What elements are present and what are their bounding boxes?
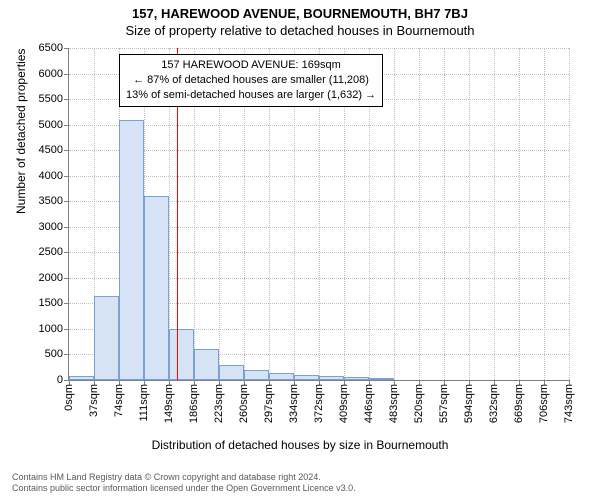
x-tick-label: 632sqm — [488, 384, 500, 423]
x-tick-label: 669sqm — [513, 384, 525, 423]
chart-title-sub: Size of property relative to detached ho… — [0, 21, 600, 38]
footer-line2: Contains public sector information licen… — [12, 483, 356, 494]
x-tick-label: 111sqm — [138, 384, 150, 422]
y-tick-mark — [64, 99, 69, 100]
y-tick-mark — [64, 176, 69, 177]
x-tick-label: 706sqm — [538, 384, 550, 423]
gridline-v — [469, 48, 470, 380]
x-axis-label: Distribution of detached houses by size … — [0, 438, 600, 452]
gridline-v — [419, 48, 420, 380]
y-tick-mark — [64, 125, 69, 126]
x-tick-label: 520sqm — [413, 384, 425, 423]
histogram-bar — [94, 296, 119, 380]
x-tick-label: 149sqm — [163, 384, 175, 423]
x-tick-label: 186sqm — [188, 384, 200, 423]
annotation-line2: ← 87% of detached houses are smaller (11… — [126, 73, 376, 88]
gridline-v — [494, 48, 495, 380]
gridline-v — [544, 48, 545, 380]
x-tick-label: 483sqm — [388, 384, 400, 423]
x-tick-label: 223sqm — [213, 384, 225, 423]
histogram-bar — [269, 373, 294, 380]
chart-container: 157, HAREWOOD AVENUE, BOURNEMOUTH, BH7 7… — [0, 0, 600, 500]
y-tick-mark — [64, 354, 69, 355]
y-tick-mark — [64, 201, 69, 202]
x-tick-label: 297sqm — [263, 384, 275, 423]
annotation-line3: 13% of semi-detached houses are larger (… — [126, 88, 376, 103]
x-tick-label: 260sqm — [238, 384, 250, 423]
gridline-v — [519, 48, 520, 380]
gridline-v — [444, 48, 445, 380]
histogram-bar — [119, 120, 144, 380]
x-tick-label: 37sqm — [88, 384, 100, 417]
x-tick-label: 334sqm — [288, 384, 300, 423]
gridline-v — [569, 48, 570, 380]
histogram-bar — [319, 376, 344, 380]
y-tick-mark — [64, 227, 69, 228]
annotation-box: 157 HAREWOOD AVENUE: 169sqm ← 87% of det… — [119, 54, 383, 107]
x-tick-label: 0sqm — [63, 384, 75, 411]
y-axis-label: Number of detached properties — [14, 49, 28, 214]
y-tick-mark — [64, 278, 69, 279]
y-tick-mark — [64, 329, 69, 330]
annotation-line1: 157 HAREWOOD AVENUE: 169sqm — [126, 58, 376, 73]
x-tick-label: 557sqm — [438, 384, 450, 423]
y-tick-mark — [64, 252, 69, 253]
x-tick-label: 74sqm — [113, 384, 125, 417]
x-tick-label: 594sqm — [463, 384, 475, 423]
y-tick-mark — [64, 48, 69, 49]
histogram-bar — [219, 365, 244, 380]
y-tick-mark — [64, 303, 69, 304]
histogram-bar — [344, 377, 369, 380]
footer-attribution: Contains HM Land Registry data © Crown c… — [12, 472, 356, 495]
histogram-bar — [294, 375, 319, 380]
x-tick-label: 409sqm — [338, 384, 350, 423]
histogram-bar — [169, 329, 194, 380]
histogram-bar — [194, 349, 219, 380]
footer-line1: Contains HM Land Registry data © Crown c… — [12, 472, 356, 483]
histogram-bar — [144, 196, 169, 380]
plot-area: 0500100015002000250030003500400045005000… — [68, 48, 569, 381]
histogram-bar — [69, 376, 94, 380]
x-tick-label: 446sqm — [363, 384, 375, 423]
histogram-bar — [369, 378, 394, 380]
x-tick-label: 372sqm — [313, 384, 325, 423]
x-tick-label: 743sqm — [563, 384, 575, 423]
histogram-bar — [244, 370, 269, 380]
gridline-v — [394, 48, 395, 380]
y-tick-mark — [64, 150, 69, 151]
y-tick-mark — [64, 74, 69, 75]
chart-title-main: 157, HAREWOOD AVENUE, BOURNEMOUTH, BH7 7… — [0, 0, 600, 21]
